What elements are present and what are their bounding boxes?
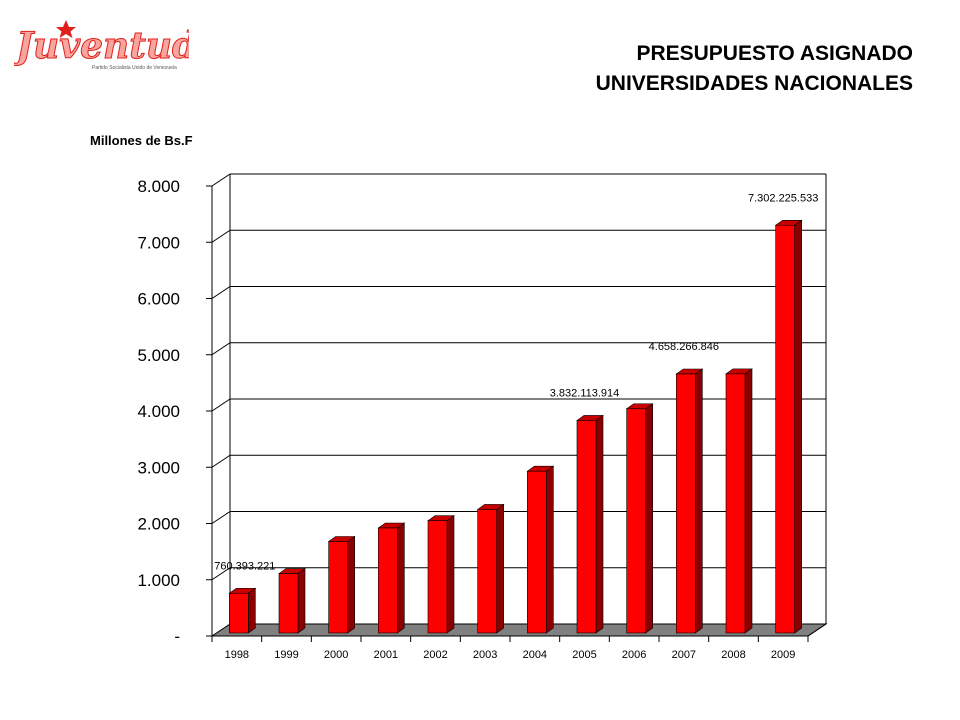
- chart-axes: [206, 185, 827, 642]
- gridline-diagonal: [211, 342, 231, 356]
- y-tick-label: 2.000: [137, 515, 180, 534]
- y-tick-label: 8.000: [137, 177, 180, 196]
- x-tick-label: 2001: [374, 649, 398, 661]
- gridline-diagonal: [211, 398, 231, 412]
- x-tick-label: 2004: [523, 649, 547, 661]
- y-tick-label: 5.000: [137, 346, 180, 365]
- chart-bars: [228, 219, 803, 634]
- bar-side: [695, 368, 703, 634]
- bar-1998: [228, 587, 257, 634]
- bar-2005: [576, 414, 604, 634]
- bar-side: [546, 465, 554, 634]
- x-tick-label: 2000: [324, 649, 348, 661]
- bar-side: [297, 567, 306, 634]
- bar-side: [794, 219, 802, 634]
- gridline-diagonal: [211, 173, 231, 187]
- bar-front: [278, 573, 299, 634]
- bar-front: [527, 470, 547, 634]
- chart-annotations: 760.393.221 3.832.113.914 4.658.266.846 7.3…: [214, 192, 818, 572]
- bar-side: [645, 403, 653, 634]
- bar-2003: [476, 503, 505, 634]
- bar-front: [477, 509, 497, 634]
- y-tick-label: 7.000: [137, 233, 180, 252]
- bar-side: [496, 503, 504, 634]
- chart-title-line1: PRESUPUESTO ASIGNADO: [636, 42, 913, 65]
- bar-side: [446, 515, 455, 634]
- x-tick-label: 2007: [672, 649, 696, 661]
- x-tick-label: 2006: [622, 649, 646, 661]
- bar-side: [595, 414, 604, 634]
- bar-front: [725, 373, 746, 634]
- juventud-logo: Juventud Partido Socialista Unido de Ven…: [14, 20, 189, 71]
- x-tick-label: 2002: [423, 649, 447, 661]
- bar-side: [397, 522, 405, 634]
- y-tick-label: 4.000: [137, 402, 180, 421]
- gridline-diagonal: [211, 511, 231, 524]
- bar-2004: [526, 465, 555, 634]
- bar-side: [744, 368, 753, 634]
- x-tick-label: 2005: [572, 649, 596, 661]
- bar-front: [378, 527, 398, 634]
- bar-front: [626, 408, 646, 634]
- data-label: 3.832.113.914: [550, 387, 620, 399]
- bar-front: [576, 420, 597, 634]
- x-tick-label: 2008: [721, 649, 745, 661]
- chart-title-line2: UNIVERSIDADES NACIONALES: [595, 72, 913, 95]
- bar-1999: [278, 567, 306, 634]
- bar-2006: [625, 403, 654, 634]
- bar-2008: [725, 368, 753, 634]
- data-label: 760.393.221: [214, 560, 275, 572]
- gridline-diagonal: [211, 454, 231, 468]
- y-tick-label: 1.000: [137, 571, 180, 590]
- x-tick-label: 2003: [473, 649, 497, 661]
- bar-front: [676, 373, 696, 634]
- logo-text: Juventud: [14, 25, 189, 67]
- bar-front: [229, 592, 249, 634]
- bar-2002: [427, 515, 455, 634]
- bar-2009: [774, 219, 803, 634]
- logo-tagline: Partido Socialista Unido de Venezuela: [92, 65, 177, 71]
- star-icon: [56, 20, 76, 38]
- bar-front: [328, 541, 348, 634]
- gridline-diagonal: [211, 229, 231, 243]
- bar-2000: [327, 535, 356, 634]
- bar-front: [427, 520, 448, 634]
- gridline-diagonal: [211, 286, 231, 299]
- x-tick-label: 1999: [274, 649, 298, 661]
- x-tick-label: 1998: [225, 649, 249, 661]
- y-tick-label: 6.000: [137, 290, 180, 309]
- y-axis-label: Millones de Bs.F: [90, 133, 193, 148]
- data-label: 7.302.225.533: [748, 192, 818, 204]
- bar-2001: [377, 522, 406, 634]
- bar-2007: [675, 368, 704, 634]
- floor-right-edge: [807, 623, 827, 637]
- y-tick-label: -: [174, 627, 180, 646]
- bar-front: [775, 224, 795, 634]
- bar-side: [347, 535, 355, 634]
- data-label: 4.658.266.846: [649, 341, 719, 353]
- chart-tick-labels: - 1.000 2.000 3.000 4.000 5.000 6.000 7.000 8.00…: [137, 177, 795, 661]
- x-tick-label: 2009: [771, 649, 795, 661]
- gridline-diagonal: [211, 567, 231, 581]
- bar-side: [248, 587, 256, 634]
- y-tick-label: 3.000: [137, 458, 180, 477]
